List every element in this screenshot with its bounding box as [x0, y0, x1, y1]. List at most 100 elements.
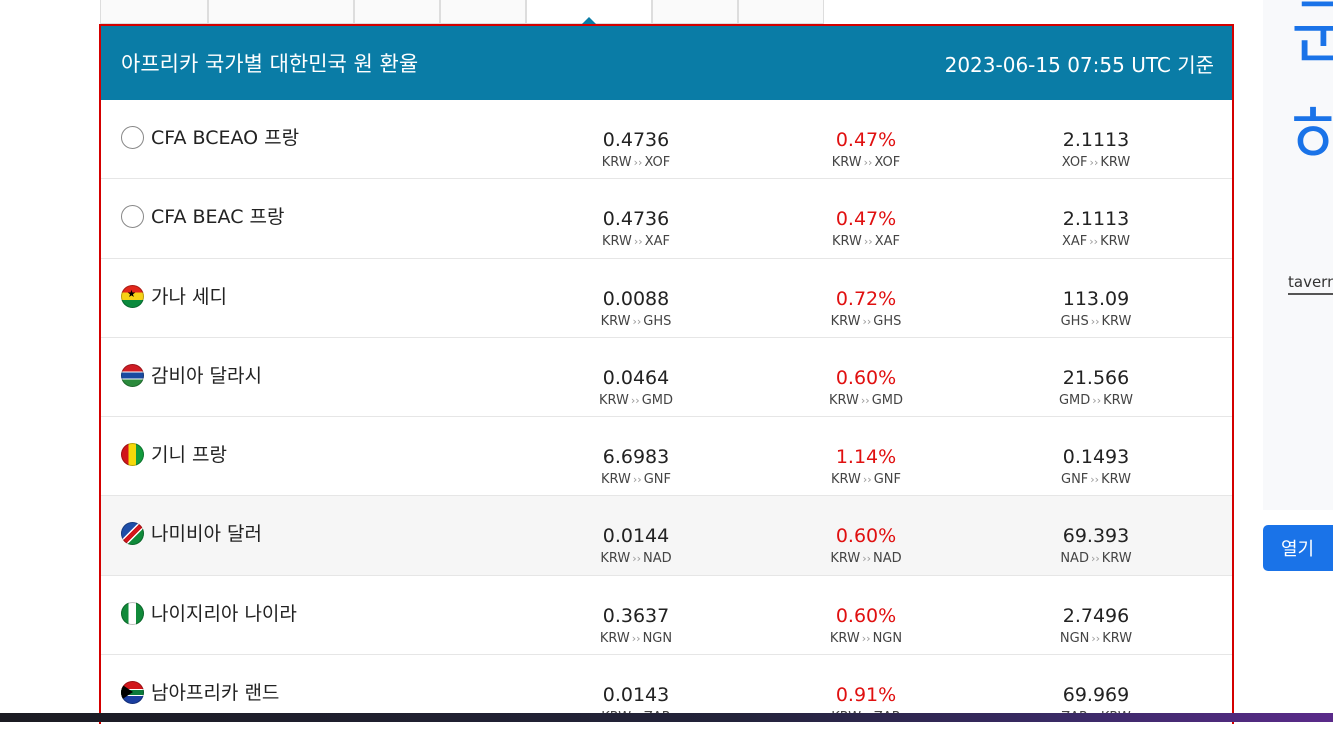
currency-name-cell: 감비아 달라시 [101, 338, 521, 416]
currency-name-cell: 가나 세디 [101, 259, 521, 337]
ad-domain: taverna [1288, 273, 1333, 295]
nigeria-flag-icon [121, 601, 144, 625]
panel-title: 아프리카 국가별 대한민국 원 환율 [121, 52, 419, 76]
southafrica-flag-icon [121, 681, 144, 705]
rate-table: CFA BCEAO 프랑 0.4736 KRW ›› XOF 0.47% KRW ››… [101, 100, 1232, 724]
change-cell: 0.60% KRW ›› GMD [751, 338, 981, 416]
currency-name: 남아프리카 랜드 [151, 682, 280, 705]
tab[interactable] [100, 0, 208, 24]
currency-pair: KRW ›› GNF [601, 472, 671, 488]
change-cell: 0.47% KRW ›› XAF [751, 179, 981, 257]
inverse-rate-value: 2.1113 [1062, 208, 1130, 231]
change-value: 0.47% [835, 129, 897, 151]
currency-pair: KRW ›› GHS [600, 313, 672, 329]
tab[interactable] [652, 0, 738, 24]
currency-name: CFA BEAC 프랑 [151, 206, 285, 229]
ad-open-button[interactable]: 열기 [1263, 525, 1333, 571]
rate-cell: 0.4736 KRW ›› XAF [521, 179, 751, 257]
panel-header: 아프리카 국가별 대한민국 원 환율 2023-06-15 07:55 UTC … [101, 26, 1232, 100]
exchange-rate-panel: 아프리카 국가별 대한민국 원 환율 2023-06-15 07:55 UTC … [99, 24, 1234, 724]
placeholder-flag-icon [121, 205, 144, 229]
currency-pair: NAD ›› KRW [1060, 551, 1132, 567]
currency-name: CFA BCEAO 프랑 [151, 127, 300, 149]
taskbar [0, 713, 1333, 722]
rate-value: 0.4736 [602, 208, 670, 231]
change-value: 0.47% [835, 208, 897, 231]
rate-cell: 0.0144 KRW ›› NAD [521, 496, 751, 574]
currency-name: 가나 세디 [151, 285, 227, 308]
table-row[interactable]: 가나 세디 0.0088 KRW››GHS 0.72% KRW››GHS 113… [101, 259, 1232, 338]
change-value: 0.60% [835, 525, 897, 548]
table-row[interactable]: 감비아 달라시 0.0464 KRW ›› GMD 0.60% KRW ›› GMD 2… [101, 338, 1232, 418]
change-value: 0.72% [835, 287, 897, 310]
inverse-rate-cell: 0.1493 GNF ›› KRW [981, 417, 1211, 495]
table-row[interactable]: CFA BCEAO 프랑 0.4736 KRW ›› XOF 0.47% KRW ››… [101, 100, 1232, 180]
currency-name-cell: 나미비아 달러 [101, 496, 521, 574]
ad-headline: 군 [1291, 0, 1333, 73]
inverse-rate-value: 69.969 [1062, 684, 1130, 707]
currency-name-cell: 나이지리아 나이라 [101, 576, 521, 654]
rate-value: 0.3637 [602, 604, 670, 627]
namibia-flag-icon [121, 522, 144, 546]
tab[interactable] [208, 0, 354, 24]
table-row[interactable]: CFA BEAC 프랑 0.4736 KRW ›› XAF 0.47% KRW ›› X… [101, 179, 1232, 259]
currency-name-cell: 남아프리카 랜드 [101, 655, 521, 724]
panel-timestamp: 2023-06-15 07:55 UTC 기준 [944, 52, 1214, 77]
inverse-rate-cell: 69.393 NAD ›› KRW [981, 496, 1211, 574]
gambia-flag-icon [121, 363, 144, 387]
rate-cell: 6.6983 KRW ›› GNF [521, 417, 751, 495]
inverse-rate-value: 69.393 [1062, 525, 1130, 548]
tab[interactable] [738, 0, 824, 24]
currency-pair: KRW ›› XOF [831, 155, 901, 170]
table-row[interactable]: 나미비아 달러 0.0144 KRW ›› NAD 0.60% KRW ›› NAD 6… [101, 496, 1232, 576]
rate-cell: 0.3637 KRW ›› NGN [521, 576, 751, 654]
currency-pair: KRW ›› GNF [831, 472, 901, 488]
rate-value: 0.0143 [602, 684, 670, 707]
ghana-flag-icon [121, 284, 144, 308]
rate-value: 0.4736 [602, 129, 670, 151]
tab[interactable] [440, 0, 526, 24]
table-row[interactable]: 나이지리아 나이라 0.3637 KRW ›› NGN 0.60% KRW ›› NGN… [101, 576, 1232, 656]
currency-name: 기니 프랑 [151, 444, 227, 467]
inverse-rate-cell: 2.7496 NGN ›› KRW [981, 576, 1211, 654]
ad-headline-2: 하 [1291, 99, 1333, 181]
change-value: 0.60% [835, 604, 897, 627]
inverse-rate-value: 0.1493 [1062, 446, 1130, 469]
side-ad[interactable]: 군 하 taverna [1263, 0, 1333, 510]
currency-pair: KRW ›› NAD [600, 551, 672, 567]
tab-africa[interactable] [526, 0, 652, 24]
placeholder-flag-icon [121, 126, 144, 149]
inverse-rate-value: 2.1113 [1062, 129, 1130, 151]
currency-name: 감비아 달라시 [151, 364, 262, 387]
currency-pair: KRW ›› XAF [602, 234, 670, 250]
currency-pair: XAF ›› KRW [1062, 234, 1130, 250]
change-cell: 1.14% KRW ›› GNF [751, 417, 981, 495]
change-value: 1.14% [835, 446, 897, 469]
rate-cell: 0.0464 KRW ›› GMD [521, 338, 751, 416]
currency-pair: KRW ›› NGN [829, 630, 903, 646]
rate-cell: 0.0088 KRW ›› GHS [521, 259, 751, 337]
change-value: 0.91% [835, 684, 897, 707]
inverse-rate-value: 2.7496 [1062, 604, 1130, 627]
inverse-rate-cell: 113.09 GHS ›› KRW [981, 259, 1211, 337]
guinea-flag-icon [121, 443, 144, 467]
table-row[interactable]: 기니 프랑 6.6983 KRW ›› GNF 1.14% KRW ›› GNF 0.1… [101, 417, 1232, 497]
currency-pair: GMD ›› KRW [1058, 392, 1133, 408]
currency-pair: KRW ›› GMD [828, 392, 903, 408]
currency-pair: KRW ›› XAF [832, 234, 900, 250]
currency-pair: XOF ›› KRW [1061, 155, 1131, 170]
currency-pair: NGN ›› KRW [1059, 630, 1133, 646]
tab[interactable] [354, 0, 440, 24]
currency-name: 나미비아 달러 [151, 523, 262, 546]
change-cell: 0.60% KRW ›› NGN [751, 576, 981, 654]
currency-pair: GHS ›› KRW [1060, 313, 1132, 329]
inverse-rate-value: 21.566 [1062, 366, 1130, 389]
currency-pair: GNF ›› KRW [1061, 472, 1131, 488]
currency-name-cell: 기니 프랑 [101, 417, 521, 495]
rate-value: 0.0144 [602, 525, 670, 548]
currency-pair: KRW ›› NAD [830, 551, 902, 567]
change-value: 0.60% [835, 366, 897, 389]
change-cell: 0.60% KRW ›› NAD [751, 496, 981, 574]
rate-cell: 0.4736 KRW ›› XOF [521, 100, 751, 178]
currency-name-cell: CFA BCEAO 프랑 [101, 100, 521, 178]
